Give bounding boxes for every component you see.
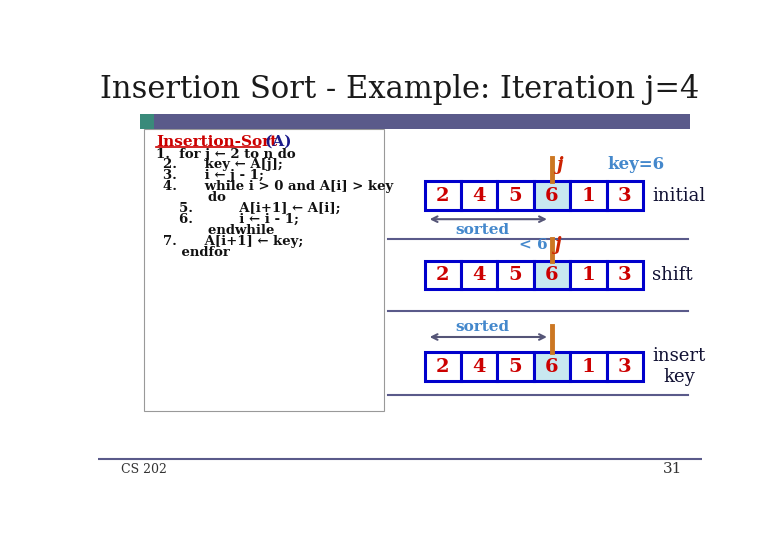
Bar [534,261,570,289]
Bar [570,261,607,289]
Text: shift: shift [652,266,693,284]
Bar [424,181,461,210]
Text: 31: 31 [663,462,682,476]
Text: 6.          i ← i - 1;: 6. i ← i - 1; [179,213,299,226]
Text: 5.          A[i+1] ← A[i];: 5. A[i+1] ← A[i]; [179,202,341,215]
Text: j: j [557,156,563,173]
Text: 4: 4 [473,266,486,284]
Text: initial: initial [652,187,706,205]
Bar [424,261,461,289]
Text: Insertion Sort - Example: Iteration j=4: Insertion Sort - Example: Iteration j=4 [100,74,700,105]
Text: 1.  for j ← 2 to n do: 1. for j ← 2 to n do [156,147,296,160]
Bar [534,181,570,210]
Text: 2: 2 [436,357,449,376]
Text: 2.      key ← A[j];: 2. key ← A[j]; [163,158,283,171]
Bar [424,353,461,381]
Text: 3.      i ← j - 1;: 3. i ← j - 1; [163,169,264,182]
Bar [461,353,498,381]
Text: do: do [171,191,226,204]
Bar [498,181,534,210]
Text: 1: 1 [582,266,595,284]
Text: 1: 1 [582,187,595,205]
Text: sorted: sorted [455,223,509,237]
Text: 4.      while i > 0 and A[i] > key: 4. while i > 0 and A[i] > key [163,180,394,193]
Text: 3: 3 [618,187,632,205]
Text: 3: 3 [618,266,632,284]
Text: 3: 3 [618,357,632,376]
Text: j: j [555,237,562,254]
Bar [607,353,643,381]
Text: < 6: < 6 [519,238,548,252]
Bar [144,130,385,411]
Text: 7.      A[i+1] ← key;: 7. A[i+1] ← key; [163,235,303,248]
Text: 4: 4 [473,187,486,205]
Text: endfor: endfor [163,246,230,259]
Text: 6: 6 [545,357,558,376]
Text: 6: 6 [545,187,558,205]
Bar [498,261,534,289]
Text: 5: 5 [509,266,523,284]
Bar [607,181,643,210]
Bar [607,261,643,289]
Text: 2: 2 [436,266,449,284]
Bar [461,261,498,289]
Text: key=6: key=6 [608,156,665,173]
Text: 5: 5 [509,187,523,205]
Bar [140,114,154,130]
Text: sorted: sorted [455,320,509,334]
Text: 6: 6 [545,266,558,284]
Bar [461,181,498,210]
Text: 2: 2 [436,187,449,205]
Text: 5: 5 [509,357,523,376]
Text: CS 202: CS 202 [121,463,167,476]
Bar [570,353,607,381]
Text: 4: 4 [473,357,486,376]
Bar [140,114,690,130]
Text: insert
key: insert key [652,347,706,386]
Text: Insertion-Sort: Insertion-Sort [157,135,278,149]
Bar [570,181,607,210]
Text: 1: 1 [582,357,595,376]
Bar [498,353,534,381]
Text: (A): (A) [261,135,292,149]
Text: endwhile: endwhile [171,224,275,237]
Bar [534,353,570,381]
